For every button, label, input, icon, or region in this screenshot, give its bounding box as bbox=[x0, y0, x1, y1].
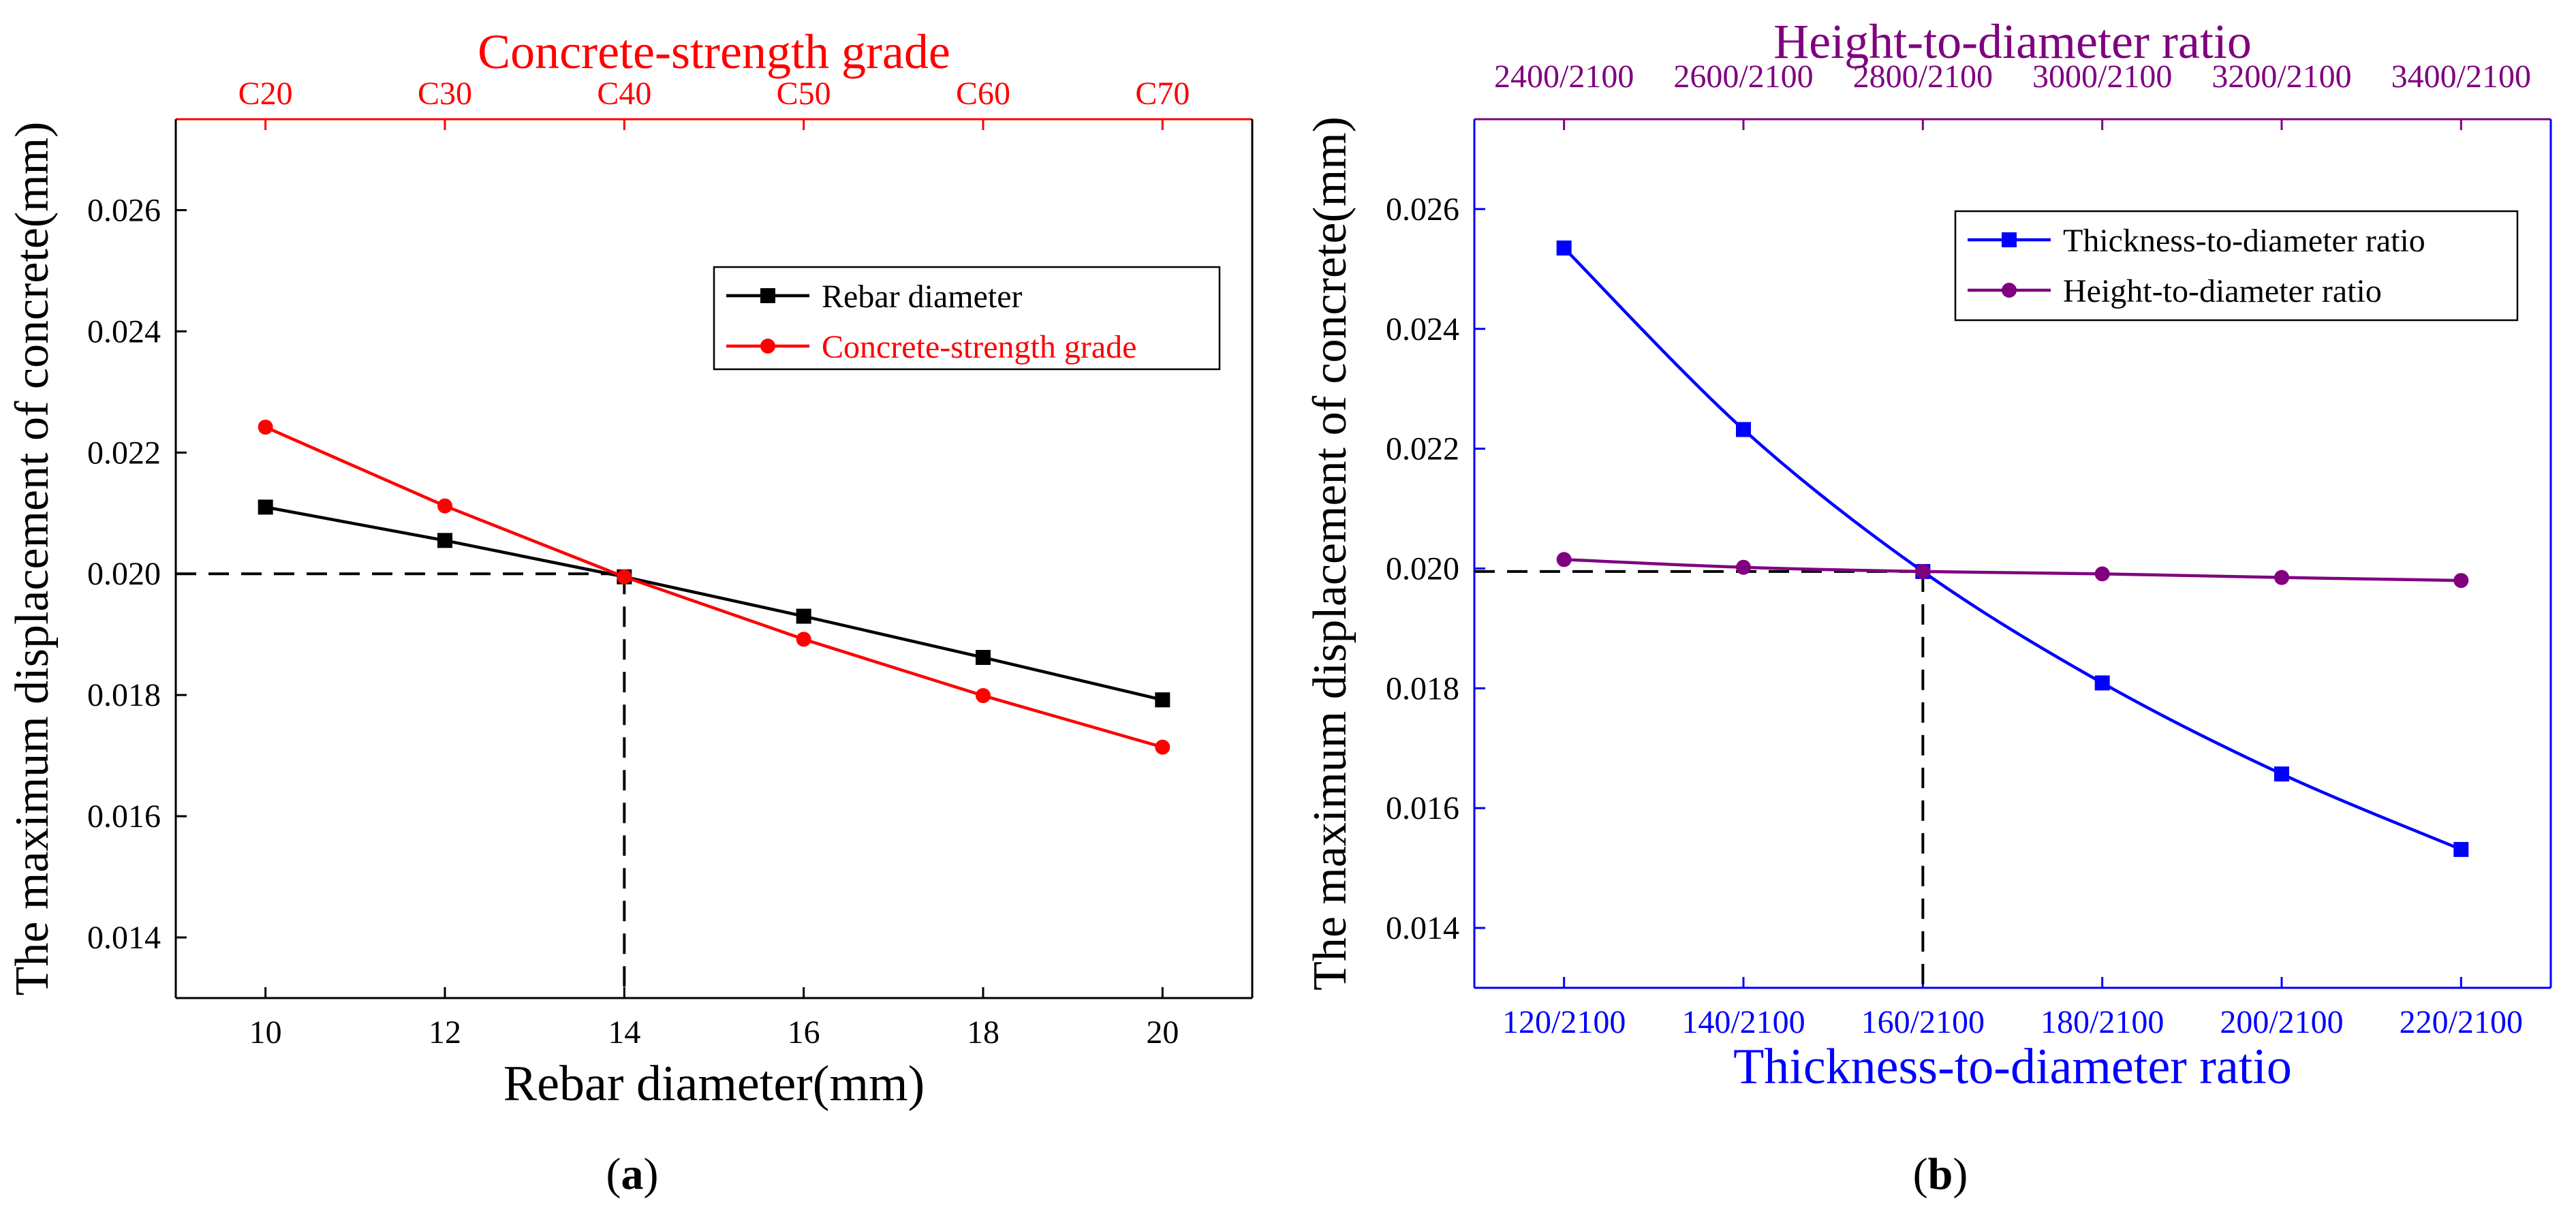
x-tick-label: 160/2100 bbox=[1861, 1004, 1985, 1040]
top-tick-label: 2400/2100 bbox=[1494, 59, 1634, 95]
data-point-square bbox=[1556, 240, 1572, 256]
series-line bbox=[1564, 558, 2462, 582]
top-tick-label: C60 bbox=[956, 76, 1010, 112]
top-tick-label: 3400/2100 bbox=[2391, 59, 2531, 95]
data-point-square bbox=[258, 499, 273, 515]
panel-a: 0.014 0.016 0.018 0.020 0.022 0.024 0.026 10 C20… bbox=[6, 25, 1254, 1199]
x-tick-label: 120/2100 bbox=[1502, 1004, 1626, 1040]
data-point-circle bbox=[437, 498, 452, 514]
top-tick-label: C40 bbox=[597, 76, 651, 112]
data-point-circle bbox=[1736, 559, 1751, 575]
x-axis-title: Rebar diameter(mm) bbox=[503, 1056, 925, 1112]
legend-marker-circle bbox=[2002, 283, 2017, 298]
legend-marker-square bbox=[760, 288, 775, 303]
data-point-circle bbox=[2453, 573, 2469, 589]
x-tick-label: 18 bbox=[967, 1014, 999, 1051]
y-axis-title: The maximum displacement of concrete(mm) bbox=[6, 122, 59, 996]
caption-open: ( bbox=[1913, 1149, 1928, 1199]
y-tick-label: 0.014 bbox=[1386, 910, 1459, 946]
y-tick-label: 0.026 bbox=[87, 192, 161, 228]
legend-marker-square bbox=[2002, 232, 2017, 247]
caption-close: ) bbox=[1953, 1149, 1968, 1199]
top-tick-label: 2600/2100 bbox=[1673, 59, 1813, 95]
y-tick-label: 0.014 bbox=[87, 920, 161, 956]
caption-open: ( bbox=[606, 1149, 621, 1199]
x-tick-label: 220/2100 bbox=[2400, 1004, 2523, 1040]
data-point-circle bbox=[617, 569, 632, 585]
x-tick-label: 140/2100 bbox=[1681, 1004, 1805, 1040]
x-tick-label: 180/2100 bbox=[2040, 1004, 2164, 1040]
data-point-circle bbox=[1556, 552, 1572, 567]
top-tick-label: C70 bbox=[1135, 76, 1190, 112]
top-tick-label: C50 bbox=[777, 76, 831, 112]
panel-caption: (a) bbox=[606, 1149, 659, 1199]
top-tick-label: C20 bbox=[238, 76, 293, 112]
caption-letter: a bbox=[621, 1149, 644, 1199]
data-point-circle bbox=[2274, 570, 2289, 585]
y-tick-label: 0.018 bbox=[87, 677, 161, 713]
top-axis-title: Height-to-diameter ratio bbox=[1773, 14, 2252, 69]
data-point-circle bbox=[2094, 566, 2110, 582]
data-point-square bbox=[1155, 692, 1170, 708]
y-tick-label: 0.024 bbox=[87, 313, 161, 349]
panel-b: 0.014 0.016 0.018 0.020 0.022 0.024 0.026 120/2… bbox=[1304, 14, 2552, 1199]
data-point-square bbox=[1736, 422, 1751, 437]
caption-letter: b bbox=[1928, 1149, 1953, 1199]
legend-box bbox=[713, 266, 1221, 371]
y-tick-label: 0.016 bbox=[1386, 790, 1459, 826]
y-tick-label: 0.026 bbox=[1386, 191, 1459, 228]
panel-caption: (b) bbox=[1913, 1149, 1968, 1199]
legend-box bbox=[1954, 210, 2519, 322]
y-tick-label: 0.018 bbox=[1386, 670, 1459, 706]
data-point-square bbox=[976, 650, 991, 666]
y-tick-label: 0.016 bbox=[87, 798, 161, 835]
data-point-circle bbox=[1155, 739, 1170, 755]
legend-label: Height-to-diameter ratio bbox=[2063, 273, 2382, 309]
top-tick-label: 3200/2100 bbox=[2212, 59, 2351, 95]
data-point-square bbox=[2094, 675, 2110, 691]
data-point-circle bbox=[1915, 563, 1931, 579]
data-point-square bbox=[437, 533, 452, 548]
y-tick-label: 0.020 bbox=[1386, 550, 1459, 587]
x-tick-label: 16 bbox=[788, 1014, 820, 1051]
legend-label: Thickness-to-diameter ratio bbox=[2063, 223, 2425, 259]
data-point-circle bbox=[976, 688, 991, 704]
y-axis-title: The maximum displacement of concrete(mm) bbox=[1304, 116, 1356, 991]
series-line bbox=[1563, 247, 2462, 851]
x-tick-label: 20 bbox=[1146, 1014, 1179, 1051]
y-tick-label: 0.024 bbox=[1386, 311, 1459, 347]
top-tick-label: 2800/2100 bbox=[1853, 59, 1993, 95]
y-tick-label: 0.022 bbox=[1386, 431, 1459, 467]
data-point-square bbox=[2453, 841, 2469, 857]
x-tick-label: 10 bbox=[249, 1014, 282, 1051]
top-axis-title: Concrete-strength grade bbox=[478, 25, 950, 79]
data-point-circle bbox=[258, 419, 273, 435]
top-tick-label: C30 bbox=[418, 76, 472, 112]
legend-label: Concrete-strength grade bbox=[822, 329, 1136, 365]
data-point-square bbox=[796, 608, 811, 624]
data-point-square bbox=[2274, 766, 2289, 782]
x-tick-label: 12 bbox=[429, 1014, 461, 1051]
top-tick-label: 3000/2100 bbox=[2032, 59, 2172, 95]
series-line bbox=[265, 505, 1163, 702]
series-line bbox=[264, 425, 1163, 749]
data-point-circle bbox=[796, 632, 811, 647]
caption-close: ) bbox=[644, 1149, 659, 1199]
legend-marker-circle bbox=[760, 339, 775, 354]
x-tick-label: 200/2100 bbox=[2220, 1004, 2343, 1040]
legend-label: Rebar diameter bbox=[822, 279, 1023, 315]
x-axis-title: Thickness-to-diameter ratio bbox=[1733, 1039, 2292, 1095]
y-tick-label: 0.020 bbox=[87, 556, 161, 592]
x-tick-label: 14 bbox=[608, 1014, 640, 1051]
y-tick-label: 0.022 bbox=[87, 435, 161, 471]
